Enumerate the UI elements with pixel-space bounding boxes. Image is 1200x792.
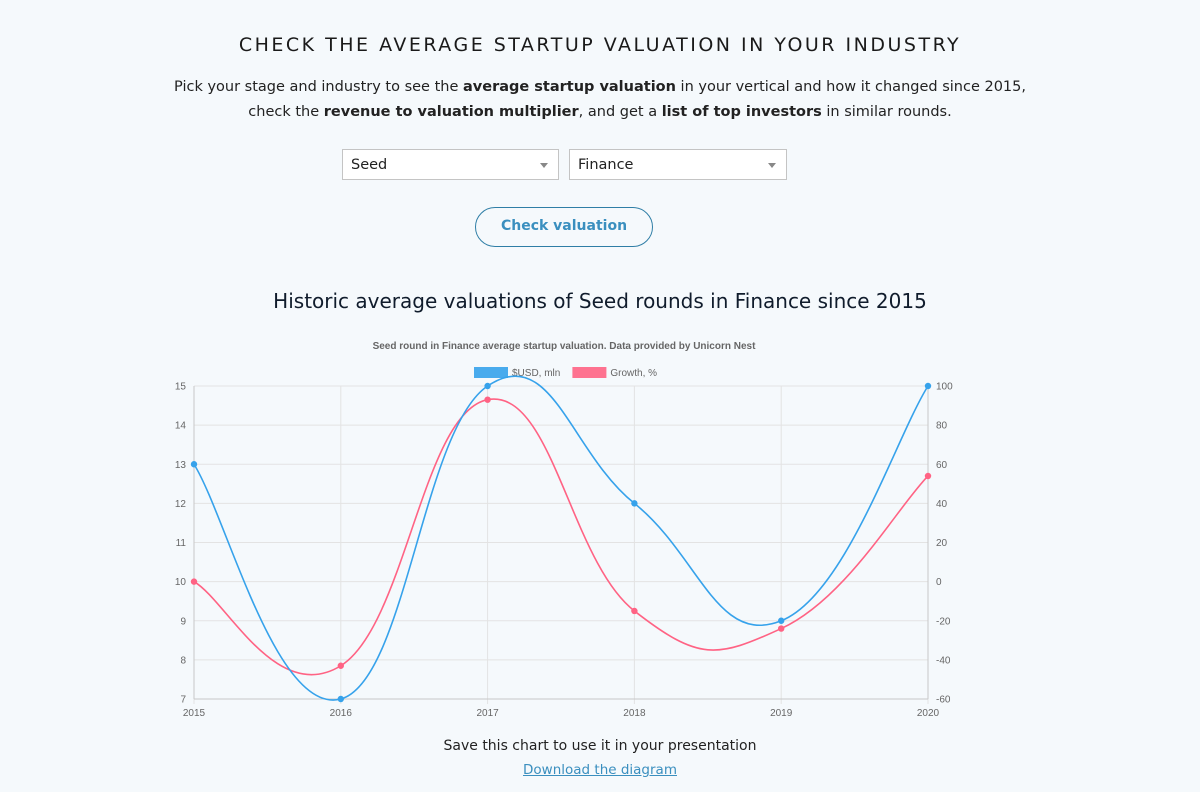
x-tick-label: 2019 [770,708,793,719]
series-line-usd [193,375,929,701]
legend-label: $USD, mln [512,368,560,379]
legend-swatch [474,367,508,378]
y-left-tick-label: 15 [175,382,187,393]
x-tick-label: 2016 [330,708,353,719]
x-axis: 2015 2016 2017 2018 2019 2020 [183,708,940,719]
data-point-growth [190,578,198,585]
y-right-tick-label: -20 [936,616,951,627]
y-right-tick-label: 80 [936,421,948,432]
series-line-growth [193,398,929,676]
chart-heading: Historic average valuations of Seed roun… [273,289,927,313]
intro-bold-investors: list of top investors [661,103,822,120]
chart-title: Seed round in Finance average startup va… [373,341,757,352]
intro-part: in similar rounds. [821,103,952,120]
data-point-growth [484,396,491,403]
y-left-tick-label: 9 [180,616,186,627]
data-point-usd [924,382,932,390]
x-tick-label: 2017 [476,708,499,719]
chart-series [190,375,932,703]
chevron-down-icon [768,163,776,168]
check-valuation-button[interactable]: Check valuation [475,207,653,247]
y-left-tick-label: 8 [180,655,186,666]
data-point-usd [631,500,638,507]
intro-part: in your vertical and how it changed sinc… [675,79,1026,95]
y-right-tick-label: 100 [936,382,953,393]
intro-text: Pick your stage and industry to see the … [150,75,1050,124]
legend-swatch [572,367,607,378]
stage-select[interactable]: Seed [342,149,559,180]
x-tick-label: 2020 [917,708,940,719]
y-right-tick-label: 40 [936,499,948,510]
y-axis-right: -60 -40 -20 0 20 40 60 80 100 [936,382,953,706]
chart-grid [193,385,929,704]
y-axis-left: 7 8 9 10 11 12 13 14 15 [175,382,187,706]
y-right-tick-label: -60 [936,695,951,706]
data-point-growth [778,625,785,632]
data-point-usd [190,461,198,468]
data-point-growth [337,662,344,669]
intro-part: , and get a [578,103,662,120]
y-left-tick-label: 13 [175,460,187,471]
x-tick-label: 2018 [623,708,646,719]
industry-select-value: Finance [578,157,634,173]
data-point-usd [337,695,344,703]
industry-select[interactable]: Finance [569,149,787,180]
intro-bold-multiplier: revenue to valuation multiplier [323,103,579,120]
save-chart-note: Save this chart to use it in your presen… [443,738,757,754]
download-diagram-link[interactable]: Download the diagram [523,762,677,778]
data-point-usd [484,382,491,390]
y-left-tick-label: 11 [176,538,187,549]
data-point-growth [631,607,638,615]
chevron-down-icon [540,163,548,168]
y-left-tick-label: 10 [175,577,187,588]
stage-select-value: Seed [351,157,388,173]
data-point-usd [778,617,785,624]
page-title: CHECK THE AVERAGE STARTUP VALUATION IN Y… [238,34,962,56]
chart-legend: $USD, mln Growth, % [474,367,657,379]
y-right-tick-label: -40 [936,655,951,666]
valuation-chart: Seed round in Finance average startup va… [175,341,953,719]
y-left-tick-label: 12 [175,499,187,510]
intro-bold-valuation: average startup valuation [463,79,676,95]
y-right-tick-label: 0 [936,577,942,588]
intro-part: Pick your stage and industry to see the [174,79,463,95]
intro-part: check the [248,103,324,120]
y-right-tick-label: 20 [936,538,948,549]
x-tick-label: 2015 [183,708,206,719]
y-left-tick-label: 14 [175,421,187,432]
y-right-tick-label: 60 [936,460,948,471]
y-left-tick-label: 7 [180,695,186,706]
data-point-growth [924,472,932,480]
legend-label: Growth, % [610,368,657,379]
